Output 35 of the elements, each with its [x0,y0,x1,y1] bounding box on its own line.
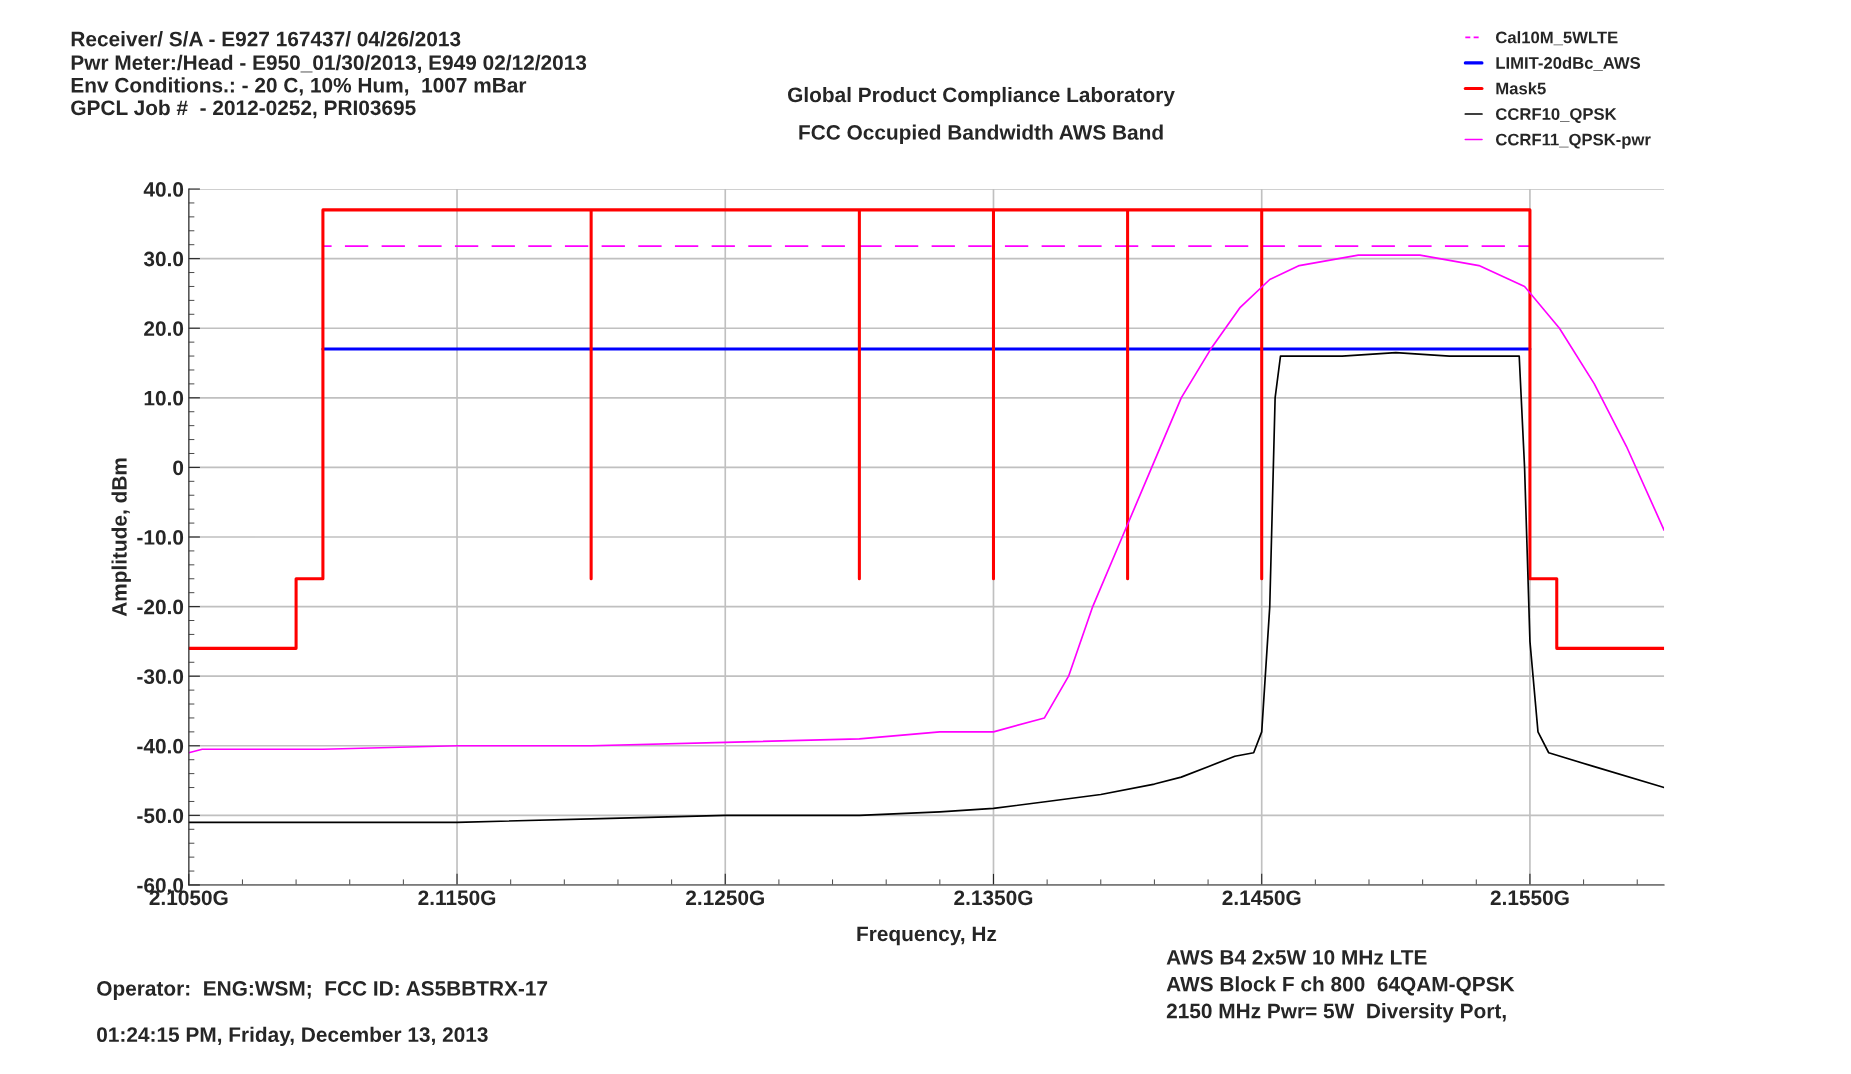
y-tick-label: 30.0 [143,251,184,267]
y-tick-label: 10.0 [144,390,184,406]
text: 2150 MHz Pwr= 5W Diversity Port, [1166,1003,1506,1023]
x-tick-label: 2.1450G [1222,890,1301,906]
legend-label: Cal10M_5WLTE [1495,31,1618,46]
x-tick-label: 2.1550G [1490,890,1569,906]
legend-label: LIMIT-20dBc_AWS [1496,56,1641,71]
y-tick-label: -30.0 [137,669,184,684]
line-series [188,351,1665,824]
y-tick-label: 0 [173,460,184,476]
text: Env Conditions.: - 20 C, 10% Hum, 1007 mBar [71,77,527,96]
text: Receiver/ S/A - E927 167437/ 04/26/2013 [71,31,461,47]
text: Pwr Meter:/Head - E950_01/30/2013, E949 02/12/2013 [71,54,587,74]
legend-label: CCRF10_QPSK [1495,108,1617,124]
text: AWS Block F ch 800 64QAM-QPSK [1166,976,1515,996]
chart-title: Global Product Compliance Laboratory [788,86,1175,107]
y-tick-label: -20.0 [137,599,184,615]
line-series [188,254,1665,754]
x-axis-title: Frequency, Hz [857,926,997,946]
y-tick-label: 20.0 [144,321,184,336]
text: Operator: ENG:WSM; FCC ID: AS5BBTRX-17 [97,981,548,1000]
chart-subtitle: FCC Occupied Bandwidth AWS Band [799,124,1163,144]
legend-label: Mask5 [1496,82,1546,95]
y-tick-label: -50.0 [137,808,184,824]
y-tick-label: -10.0 [137,530,184,545]
legend-label: CCRF11_QPSK-pwr [1495,133,1651,149]
text: GPCL Job # - 2012-0252, PRI03695 [71,99,416,119]
text: 01:24:15 PM, Friday, December 13, 2013 [97,1026,488,1047]
y-tick-label: -40.0 [137,738,184,754]
x-tick-label: 2.1350G [954,890,1033,906]
x-tick-label: 2.1250G [686,890,764,906]
y-axis-title: Amplitude, dBm [111,458,131,617]
x-tick-label: 2.1150G [418,890,496,906]
y-tick-label: 40.0 [143,182,184,197]
text: AWS B4 2x5W 10 MHz LTE [1166,949,1427,965]
